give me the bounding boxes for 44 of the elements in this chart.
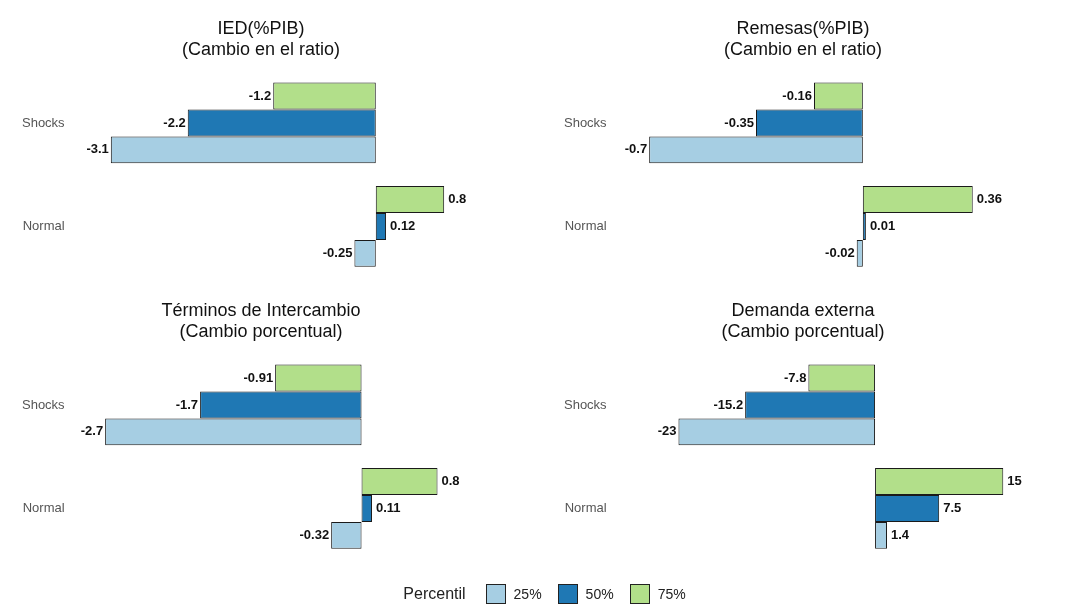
data-label: 0.8 [448, 191, 467, 207]
data-label: -2.2 [163, 114, 186, 130]
data-label: 7.5 [943, 500, 962, 516]
data-label: -0.7 [624, 141, 648, 157]
data-label: 15 [1007, 473, 1022, 489]
data-label: -0.02 [825, 244, 855, 260]
y-tick-label: Shocks [21, 114, 66, 130]
data-label: -3.1 [86, 141, 109, 157]
legend-title: Percentil [403, 585, 466, 603]
chart-title: Términos de Intercambio [161, 299, 361, 320]
data-label: -23 [657, 423, 677, 439]
legend-label: 25% [513, 586, 542, 602]
chart-title: Demanda externa [731, 299, 876, 320]
data-label: -0.91 [243, 369, 274, 385]
chart-subtitle: (Cambio porcentual) [179, 321, 343, 342]
data-label: -15.2 [713, 396, 744, 412]
data-label: -1.2 [248, 87, 272, 103]
chart-subtitle: (Cambio en el ratio) [723, 39, 883, 60]
data-label: -0.16 [782, 87, 812, 103]
chart-title: Remesas(%PIB) [736, 17, 870, 38]
y-tick-label: Normal [22, 218, 65, 234]
data-label: 0.36 [976, 191, 1003, 207]
y-tick-label: Normal [564, 218, 607, 234]
data-label: 0.12 [390, 218, 416, 234]
y-tick-label: Normal [22, 500, 65, 516]
data-label: -0.25 [322, 244, 353, 260]
chart-title: IED(%PIB) [217, 17, 305, 38]
data-label: -0.32 [299, 526, 330, 542]
data-label: -1.7 [175, 396, 199, 412]
chart-subtitle: (Cambio en el ratio) [181, 39, 341, 60]
y-tick-label: Shocks [563, 396, 608, 412]
y-tick-label: Shocks [21, 396, 66, 412]
data-label: 0.11 [375, 500, 401, 516]
y-tick-label: Normal [564, 500, 607, 516]
data-label: 0.01 [869, 218, 896, 234]
chart-subtitle: (Cambio porcentual) [721, 321, 885, 342]
legend-label: 75% [657, 586, 686, 602]
data-label: -0.35 [724, 114, 754, 130]
legend-label: 50% [585, 586, 614, 602]
data-label: 0.8 [441, 473, 460, 489]
data-label: 1.4 [891, 526, 910, 542]
data-label: -7.8 [783, 369, 807, 385]
data-label: -2.7 [80, 423, 104, 439]
y-tick-label: Shocks [563, 114, 608, 130]
